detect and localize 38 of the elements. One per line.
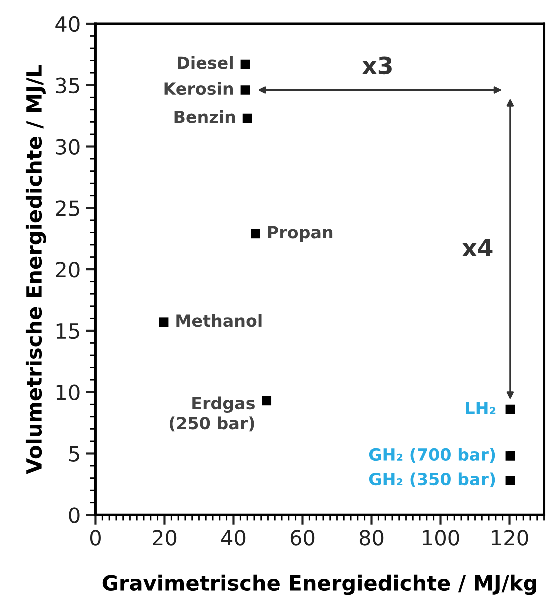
annotation: GH₂ (700 bar) xyxy=(369,448,496,463)
point xyxy=(242,114,252,124)
y-tick-label: 35 xyxy=(56,78,80,94)
point xyxy=(240,86,250,95)
annotation: LH₂ xyxy=(466,402,496,414)
x-tick-label: 0 xyxy=(90,530,101,546)
annotation: x4 xyxy=(462,239,493,256)
x-tick-label: 60 xyxy=(290,530,315,546)
y-tick-label: 15 xyxy=(56,324,80,340)
y-tick-label: 10 xyxy=(56,384,80,401)
annotation: Propan xyxy=(268,226,333,242)
y-tick-label: 30 xyxy=(56,139,80,155)
x-tick-label: 120 xyxy=(492,530,528,546)
y-tick-label: 0 xyxy=(69,508,80,524)
point xyxy=(262,396,272,406)
annotation: x3 xyxy=(362,56,392,75)
y-tick-label: 20 xyxy=(56,262,80,278)
y-tick-label: 25 xyxy=(56,200,80,216)
point xyxy=(506,404,516,414)
annotation: Erdgas (250 bar) xyxy=(170,396,255,432)
annotation: Benzin xyxy=(174,110,236,124)
point xyxy=(251,229,260,239)
y-tick-label: 5 xyxy=(69,446,80,462)
x-tick-label: 100 xyxy=(423,530,460,546)
point xyxy=(159,318,169,328)
annotation: Kerosin xyxy=(164,82,234,96)
annotation: Methanol xyxy=(176,314,262,328)
point xyxy=(506,476,516,486)
x-axis-title: Gravimetrische Energiedichte / MJ/kg xyxy=(102,574,536,596)
y-tick-label: 40 xyxy=(56,16,80,32)
x-tick-label: 20 xyxy=(153,530,177,546)
x-tick-label: 40 xyxy=(222,530,246,546)
point xyxy=(506,452,516,461)
annotation: Diesel xyxy=(178,56,233,70)
annotation: GH₂ (350 bar) xyxy=(369,472,496,488)
y-axis-title: Volumetrische Energiedichte / MJ/L xyxy=(26,65,46,474)
x-tick-label: 80 xyxy=(360,530,384,546)
point xyxy=(240,60,250,70)
